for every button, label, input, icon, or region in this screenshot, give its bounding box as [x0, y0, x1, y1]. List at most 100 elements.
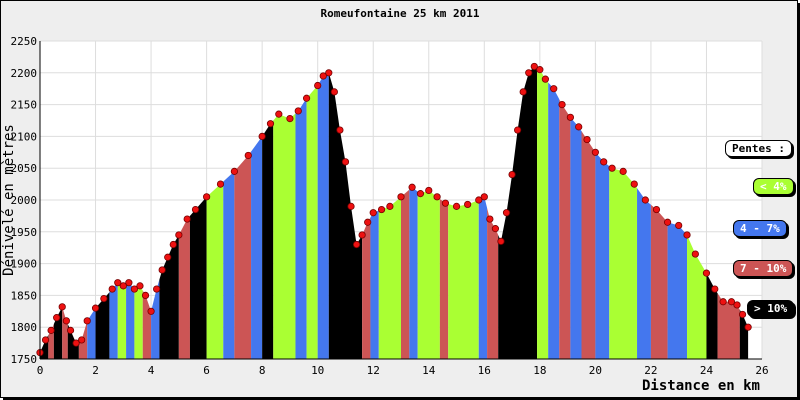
- profile-point: [347, 202, 355, 210]
- slope-band: [126, 282, 135, 359]
- x-tick-label: 10: [311, 364, 324, 377]
- slope-band: [151, 279, 160, 359]
- x-tick-labels: 0 2 4 6 8 10 12 14 16 18 20 22 24 26: [37, 364, 769, 377]
- x-tick-label: 8: [259, 364, 266, 377]
- chart-title: Romeufontaine 25 km 2011: [321, 7, 480, 20]
- profile-point: [433, 193, 441, 201]
- slope-band: [134, 285, 143, 359]
- profile-point: [336, 126, 344, 134]
- legend-item-gt10: > 10%: [747, 300, 795, 317]
- profile-point: [119, 282, 127, 290]
- slope-band: [109, 282, 118, 359]
- profile-point: [216, 180, 225, 188]
- profile-point: [183, 215, 191, 223]
- profile-point: [711, 285, 719, 293]
- slope-band: [537, 68, 549, 359]
- profile-point: [683, 231, 691, 239]
- profile-point: [53, 314, 61, 322]
- x-tick-label: 6: [203, 364, 210, 377]
- slope-band: [548, 82, 560, 359]
- profile-point: [541, 75, 550, 83]
- y-tick-label: 1850: [11, 289, 38, 302]
- profile-point: [294, 107, 302, 115]
- profile-point: [153, 285, 161, 293]
- profile-point: [727, 298, 736, 306]
- profile-point: [275, 110, 283, 118]
- slope-band: [650, 204, 668, 359]
- profile-point: [114, 279, 122, 287]
- slope-band: [739, 309, 749, 359]
- slope-band: [706, 273, 718, 359]
- profile-point: [125, 279, 133, 287]
- profile-point: [452, 202, 461, 210]
- profile-point: [314, 81, 322, 90]
- profile-point: [558, 101, 566, 109]
- profile-point: [619, 167, 627, 175]
- profile-point: [486, 215, 494, 223]
- profile-point: [475, 196, 483, 204]
- profile-point: [158, 266, 166, 274]
- slope-band: [362, 217, 371, 359]
- profile-point: [191, 205, 200, 214]
- profile-point: [675, 221, 683, 230]
- profile-point: [583, 135, 591, 144]
- slope-band: [559, 99, 571, 359]
- legend-item-lt4: < 4%: [753, 178, 794, 195]
- profile-point: [352, 240, 361, 249]
- legend-item-7-10: 7 - 10%: [733, 260, 794, 277]
- profile-point: [78, 336, 86, 344]
- slope-band: [595, 152, 610, 359]
- profile-point: [663, 218, 672, 226]
- profile-point: [325, 69, 333, 77]
- x-tick-label: 12: [367, 364, 380, 377]
- profile-point: [641, 196, 649, 204]
- profile-point: [630, 180, 638, 188]
- profile-point: [733, 301, 741, 309]
- x-tick-label: 24: [700, 364, 714, 377]
- profile-point: [72, 339, 80, 347]
- profile-point: [302, 94, 311, 102]
- profile-point: [358, 231, 366, 239]
- profile-point: [530, 62, 538, 71]
- y-tick-label: 1950: [11, 226, 38, 239]
- profile-point: [525, 69, 533, 77]
- y-tick-label: 2000: [11, 194, 38, 207]
- slope-band: [251, 136, 263, 359]
- profile-point: [608, 164, 616, 172]
- y-tick-label: 1750: [11, 353, 38, 366]
- profile-point: [508, 170, 516, 179]
- y-tick-label: 2150: [11, 99, 38, 112]
- profile-point: [550, 85, 558, 93]
- y-tick-label: 2200: [11, 67, 38, 80]
- profile-point: [591, 148, 599, 156]
- slope-band: [570, 117, 582, 359]
- profile-point: [164, 253, 172, 261]
- profile-point: [266, 120, 275, 128]
- slope-band: [401, 189, 410, 359]
- legend-item-4-7: 4 - 7%: [733, 220, 787, 237]
- slope-band: [273, 113, 296, 359]
- y-tick-label: 2050: [11, 162, 38, 175]
- profile-point: [416, 190, 425, 198]
- profile-point: [480, 193, 488, 201]
- slope-band: [439, 198, 449, 359]
- profile-point: [286, 114, 294, 123]
- profile-point: [341, 158, 350, 166]
- slope-band: [142, 290, 152, 359]
- profile-point: [397, 193, 405, 201]
- profile-point: [41, 336, 50, 344]
- slope-band: [478, 196, 488, 359]
- slope-band: [117, 282, 127, 359]
- slope-band: [687, 234, 707, 359]
- profile-point: [408, 183, 416, 191]
- slope-band: [448, 200, 479, 359]
- profile-point: [66, 326, 75, 334]
- profile-point: [738, 310, 747, 319]
- profile-point: [719, 298, 727, 306]
- x-tick-label: 20: [589, 364, 602, 377]
- profile-point: [566, 113, 574, 121]
- profile-point: [319, 72, 327, 80]
- x-tick-label: 16: [478, 364, 491, 377]
- profile-point: [58, 303, 66, 311]
